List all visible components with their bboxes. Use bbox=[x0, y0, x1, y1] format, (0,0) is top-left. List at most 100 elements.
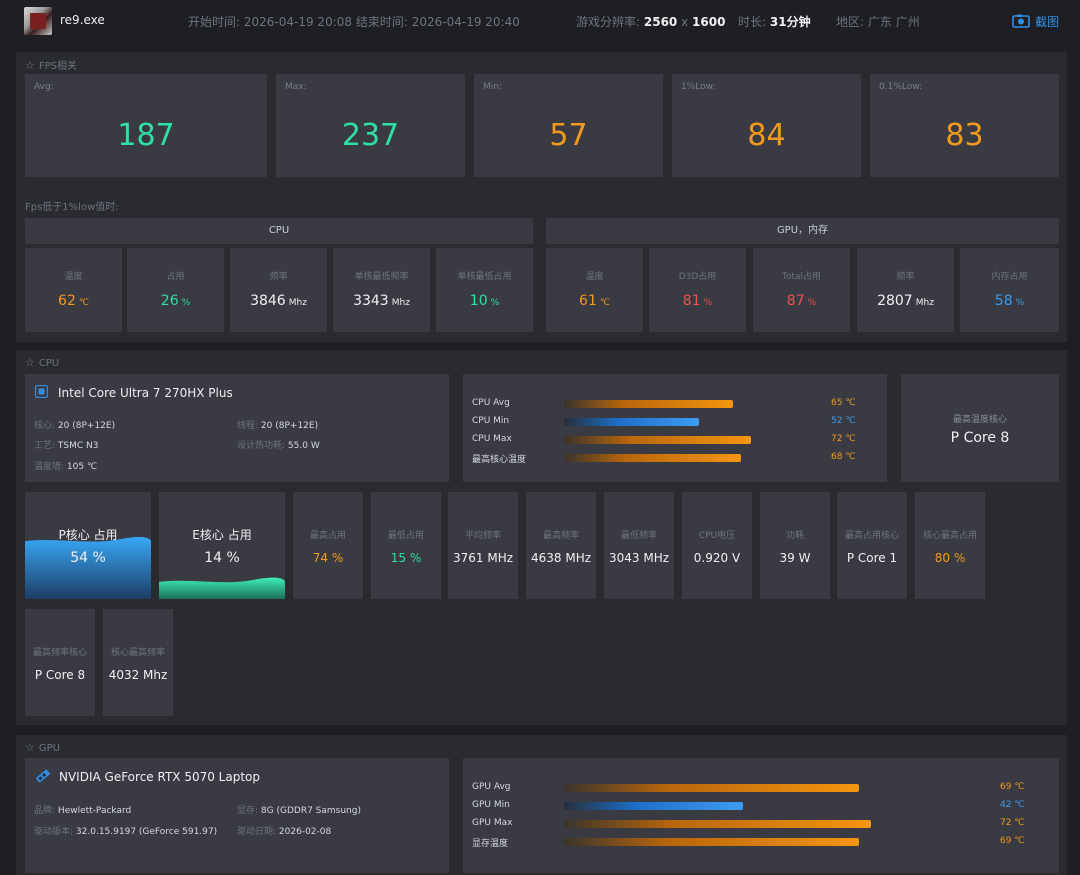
metric-number: 87 bbox=[786, 293, 805, 309]
cpu-section-title: ☆ CPU bbox=[25, 356, 59, 369]
fps-max-value: 237 bbox=[341, 118, 400, 153]
cpu-temp-bar bbox=[564, 418, 699, 426]
gpu-brand: 品牌: Hewlett-Packard bbox=[34, 803, 131, 816]
end-label: 结束时间: bbox=[355, 15, 408, 29]
fps-low-gpu-metric-label: D3D占用 bbox=[678, 272, 717, 282]
fps-low-gpu-header: GPU，内存 bbox=[546, 218, 1059, 244]
cpu-info-card: Intel Core Ultra 7 270HX Plus 核心: 20 (8P… bbox=[25, 374, 449, 482]
end-time: 2026-04-19 20:40 bbox=[411, 15, 520, 29]
cpu-temp-label: CPU Avg bbox=[472, 398, 510, 408]
gpu-temp-value: 42 ℃ bbox=[1000, 800, 1025, 810]
gpu-temp-value: 69 ℃ bbox=[1000, 782, 1025, 792]
cpu-threads: 线程: 20 (8P+12E) bbox=[237, 418, 318, 431]
cpu-name: Intel Core Ultra 7 270HX Plus bbox=[58, 386, 233, 400]
metric-unit: % bbox=[490, 298, 500, 308]
fps-avg-value: 187 bbox=[117, 118, 175, 153]
screenshot-button[interactable]: 截图 bbox=[1012, 11, 1059, 31]
metric-number: 2807 bbox=[877, 293, 913, 309]
metric-unit: % bbox=[703, 298, 713, 308]
fps-low-cpu-metric-card: 占用 26% bbox=[127, 248, 224, 332]
fps-min-label: Min: bbox=[483, 82, 503, 92]
fps-avg-label: Avg: bbox=[34, 82, 54, 92]
fps-avg-card: Avg: 187 bbox=[25, 74, 267, 177]
e-core-usage-fill bbox=[159, 577, 285, 599]
cpu-stat-label: 平均频率 bbox=[464, 531, 501, 541]
fps-low-cpu-metric-card: 温度 62 ℃ bbox=[25, 248, 122, 332]
cpu-stat-label: 最高频率 bbox=[542, 531, 579, 541]
cpu-temp-value: 68 ℃ bbox=[831, 452, 856, 462]
fps-low-gpu-metric-value: 61 ℃ bbox=[546, 293, 643, 309]
fps-low-title: Fps低于1%low值时: bbox=[25, 202, 119, 213]
header-bar: re9.exe 开始时间: 2026-04-19 20:08 结束时间: 202… bbox=[0, 0, 1080, 44]
metric-number: 58 bbox=[994, 293, 1013, 309]
start-label: 开始时间: bbox=[188, 15, 241, 29]
fps-low-cpu-metric-card: 单核最低频率 3343 Mhz bbox=[333, 248, 430, 332]
gpu-vram-value: 8G (GDDR7 Samsung) bbox=[260, 806, 361, 816]
metric-unit: Mhz bbox=[288, 298, 307, 308]
hottest-core-value: P Core 8 bbox=[950, 430, 1010, 446]
gpu-temp-bar bbox=[564, 838, 859, 846]
cpu-stat-value: 3043 MHz bbox=[608, 551, 670, 565]
cpu-chip-icon bbox=[35, 385, 48, 398]
duration-label: 时长: bbox=[738, 15, 767, 29]
cpu-stat-card: 最低占用 15 % bbox=[371, 492, 441, 599]
fps-low-gpu-metric-value: 87% bbox=[753, 293, 850, 309]
p-core-usage-label: P核心 占用 bbox=[58, 528, 118, 542]
fps-0p1pct-low-card: 0.1%Low: 83 bbox=[870, 74, 1059, 177]
cpu-stat-value: P Core 8 bbox=[34, 668, 86, 682]
cpu-temp-label: 最高核心温度 bbox=[472, 455, 527, 465]
fps-low-gpu-metric-label: Total占用 bbox=[781, 272, 822, 282]
p-core-usage-wave bbox=[25, 536, 151, 599]
cpu-stat-card: 最高频率 4638 MHz bbox=[526, 492, 596, 599]
cpu-tjmax-label: 温度墙: bbox=[34, 462, 65, 472]
cpu-stat-card: 核心最高占用 80 % bbox=[915, 492, 985, 599]
fps-low-cpu-metric-value: 3846 Mhz bbox=[230, 293, 327, 309]
star-icon: ☆ bbox=[25, 59, 35, 72]
cpu-stat-card: 最高占用核心 P Core 1 bbox=[837, 492, 907, 599]
resolution-label: 游戏分辨率: bbox=[576, 15, 641, 29]
fps-low-gpu-metric-label: 频率 bbox=[896, 272, 915, 282]
fps-low-cpu-metric-value: 3343 Mhz bbox=[333, 293, 430, 309]
screenshot-label: 截图 bbox=[1035, 15, 1060, 29]
e-core-usage-label: E核心 占用 bbox=[192, 528, 252, 542]
cpu-temp-value: 72 ℃ bbox=[831, 434, 856, 444]
cpu-stat-label: 最高占用 bbox=[309, 531, 346, 541]
duration: 时长: 31分钟 bbox=[738, 13, 811, 30]
gpu-temp-bar bbox=[564, 802, 743, 810]
fps-low-cpu-metric-value: 10% bbox=[436, 293, 533, 309]
metric-unit: ℃ bbox=[599, 298, 610, 308]
resolution-height: 1600 bbox=[692, 15, 726, 29]
cpu-stat-card: 最高频率核心 P Core 8 bbox=[25, 609, 95, 716]
cpu-tjmax-value: 105 ℃ bbox=[66, 462, 98, 472]
gpu-temperature-card: GPU Avg 69 ℃ GPU Min 42 ℃ GPU Max 72 ℃ 显存温度 69 … bbox=[463, 758, 1059, 873]
fps-min-card: Min: 57 bbox=[474, 74, 663, 177]
cpu-process-value: TSMC N3 bbox=[57, 441, 99, 451]
cpu-temp-label: CPU Max bbox=[472, 434, 512, 444]
metric-unit: Mhz bbox=[391, 298, 410, 308]
gpu-driver: 驱动版本: 32.0.15.9197 (GeForce 591.97) bbox=[34, 824, 217, 837]
resolution: 游戏分辨率: 2560 x 1600 bbox=[576, 13, 725, 30]
fps-low-cpu-metric-label: 温度 bbox=[64, 272, 83, 282]
camera-icon bbox=[1012, 14, 1030, 28]
cpu-stat-card: 最高占用 74 % bbox=[293, 492, 363, 599]
fps-low-gpu-metric-card: 频率 2807 Mhz bbox=[857, 248, 954, 332]
session-times: 开始时间: 2026-04-19 20:08 结束时间: 2026-04-19 … bbox=[188, 13, 520, 30]
fps-low-cpu-header: CPU bbox=[25, 218, 533, 244]
cpu-stat-card: CPU电压 0.920 V bbox=[682, 492, 752, 599]
game-icon bbox=[24, 7, 52, 35]
cpu-stat-label: 最低频率 bbox=[620, 531, 657, 541]
gpu-section-title: ☆ GPU bbox=[25, 741, 60, 754]
gpu-temp-bar bbox=[564, 820, 871, 828]
cpu-temp-bar bbox=[564, 400, 733, 408]
gpu-temp-label: 显存温度 bbox=[472, 839, 509, 849]
fps-max-label: Max: bbox=[285, 82, 307, 92]
cpu-temp-label: CPU Min bbox=[472, 416, 510, 426]
cpu-threads-label: 线程: bbox=[237, 421, 259, 431]
gpu-panel: ☆ GPU NVIDIA GeForce RTX 5070 Laptop 品牌: … bbox=[16, 735, 1067, 875]
fps-panel: ☆ FPS相关 Avg: 187 Max: 237 Min: 57 1%Low: 84 0.1%L… bbox=[16, 52, 1067, 342]
e-core-usage-wave bbox=[159, 577, 285, 599]
gpu-brand-label: 品牌: bbox=[34, 806, 56, 816]
fps-low-cpu-metric-label: 单核最低频率 bbox=[354, 272, 409, 282]
app-name: re9.exe bbox=[60, 13, 105, 27]
fps-low-gpu-metric-label: 温度 bbox=[585, 272, 604, 282]
